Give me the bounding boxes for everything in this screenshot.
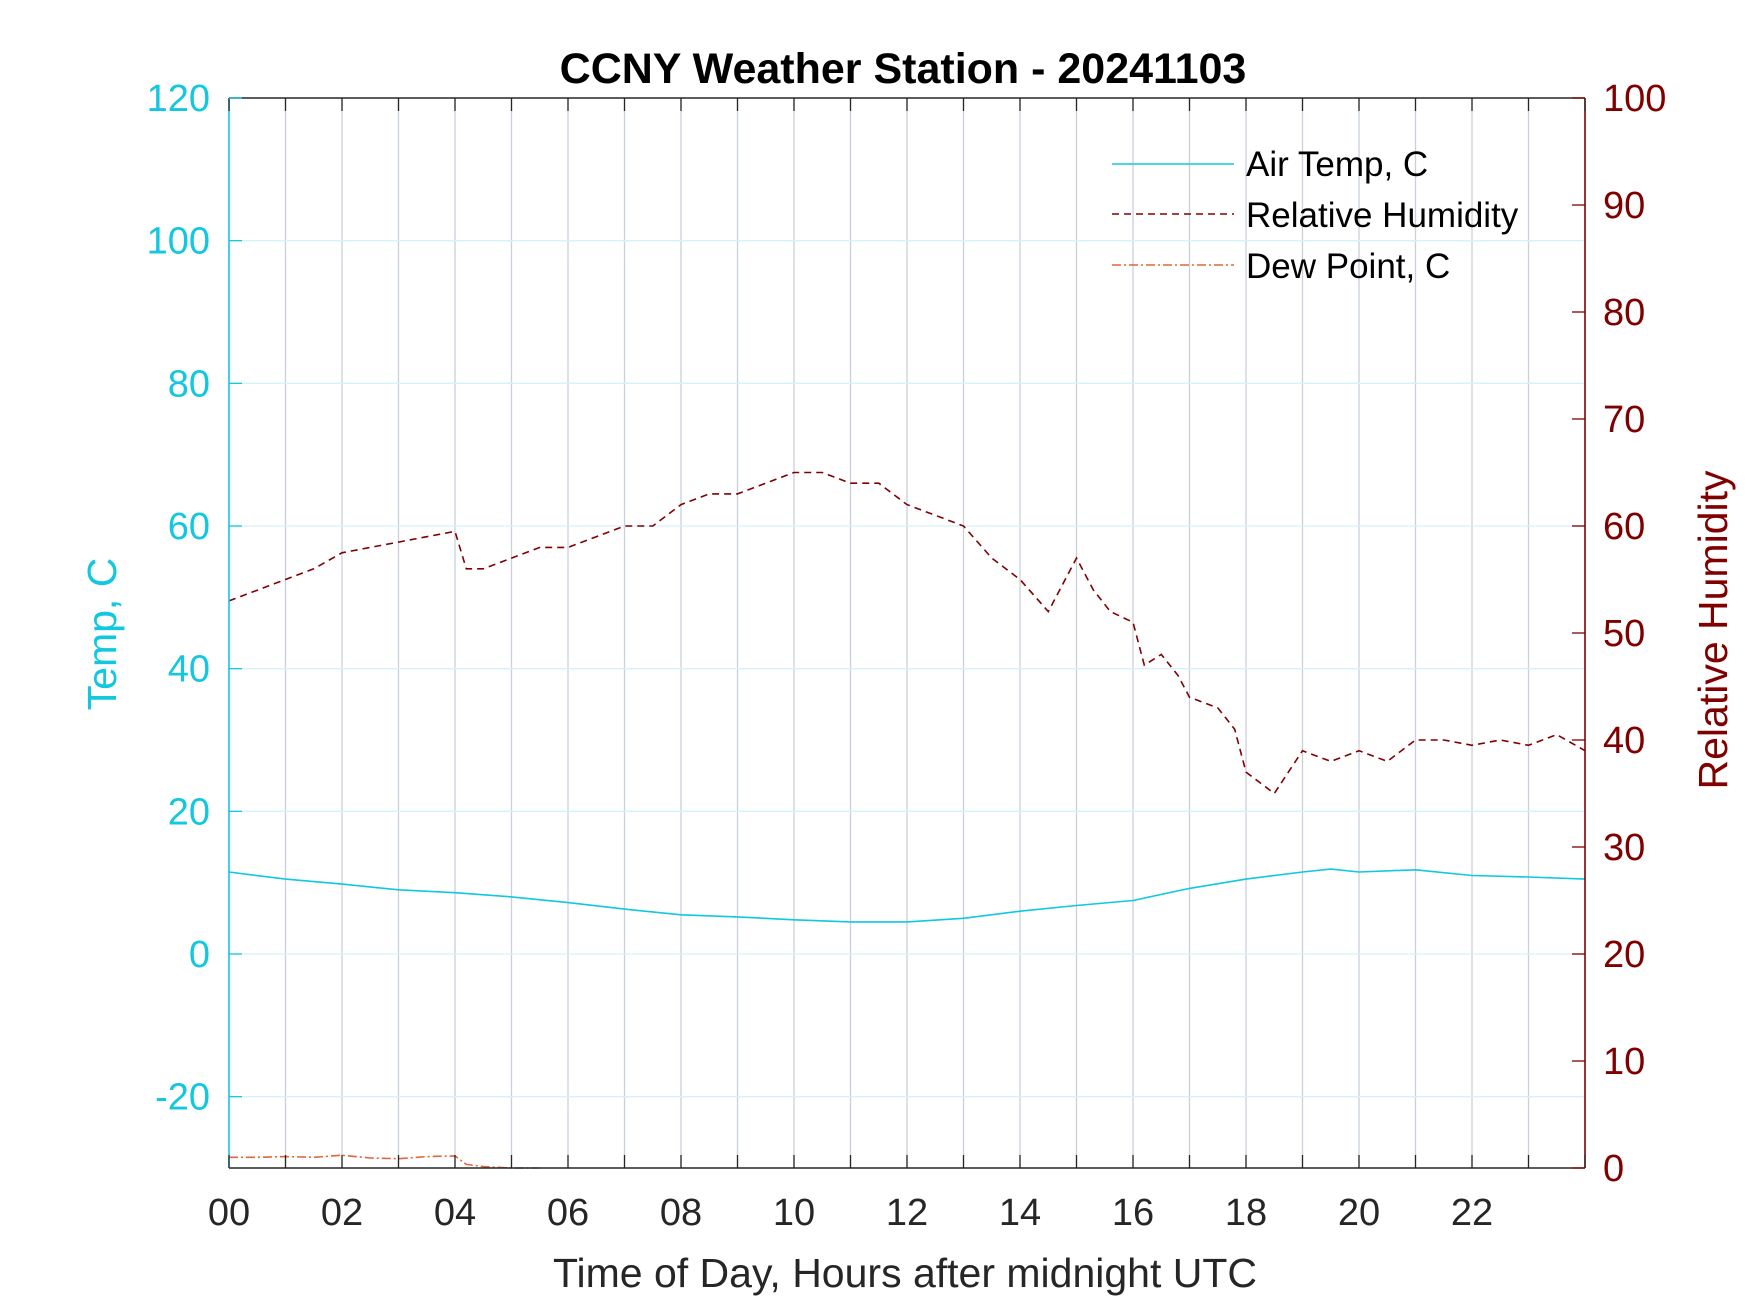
y-right-tick-label: 10 <box>1603 1041 1645 1083</box>
x-tick-label: 22 <box>1451 1192 1493 1234</box>
y-right-tick-label: 70 <box>1603 399 1645 441</box>
x-tick-label: 02 <box>321 1192 363 1234</box>
x-tick-label: 10 <box>773 1192 815 1234</box>
y-left-tick-label: 20 <box>168 791 210 833</box>
y-left-tick-label: -20 <box>155 1077 210 1119</box>
y-left-tick-label: 120 <box>147 78 210 120</box>
chart-title: CCNY Weather Station - 20241103 <box>560 45 1247 93</box>
y-left-tick-label: 60 <box>168 506 210 548</box>
x-tick-label: 00 <box>208 1192 250 1234</box>
series-dew-point <box>229 1154 540 1169</box>
x-tick-label: 08 <box>660 1192 702 1234</box>
y-right-tick-label: 50 <box>1603 613 1645 655</box>
y-left-tick-label: 0 <box>189 934 210 976</box>
x-tick-label: 16 <box>1112 1192 1154 1234</box>
x-tick-label: 18 <box>1225 1192 1267 1234</box>
y-right-tick-label: 20 <box>1603 934 1645 976</box>
y-axis-right-label: Relative Humidity <box>1690 470 1736 789</box>
y-right-tick-label: 40 <box>1603 720 1645 762</box>
series-air-temp <box>228 868 1586 923</box>
y-left-tick-label: 40 <box>168 649 210 691</box>
y-right-tick-label: 100 <box>1603 78 1666 120</box>
legend-label-air-temp: Air Temp, C <box>1246 145 1428 184</box>
x-tick-label: 14 <box>999 1192 1041 1234</box>
legend: Air Temp, C Relative Humidity Dew Point,… <box>1112 145 1519 286</box>
y-right-tick-label: 30 <box>1603 827 1645 869</box>
y-right-tick-label: 60 <box>1603 506 1645 548</box>
legend-label-dew-point: Dew Point, C <box>1246 247 1450 286</box>
tick-labels: 00 02 04 06 08 10 12 14 16 18 20 22-200204060801001… <box>147 78 1667 1234</box>
legend-label-humidity: Relative Humidity <box>1246 196 1519 235</box>
y-left-tick-label: 100 <box>147 221 210 263</box>
y-left-tick-label: 80 <box>168 363 210 405</box>
series-relative-humidity <box>228 471 1586 795</box>
x-tick-label: 04 <box>434 1192 476 1234</box>
x-tick-label: 12 <box>886 1192 928 1234</box>
x-tick-label: 20 <box>1338 1192 1380 1234</box>
y-axis-left-label: Temp, C <box>79 558 125 711</box>
y-right-tick-label: 0 <box>1603 1148 1624 1190</box>
grid <box>229 98 1585 1168</box>
x-tick-label: 06 <box>547 1192 589 1234</box>
x-axis-label: Time of Day, Hours after midnight UTC <box>553 1250 1257 1296</box>
y-right-tick-label: 90 <box>1603 185 1645 227</box>
y-right-tick-label: 80 <box>1603 292 1645 334</box>
axes <box>228 97 1586 1169</box>
